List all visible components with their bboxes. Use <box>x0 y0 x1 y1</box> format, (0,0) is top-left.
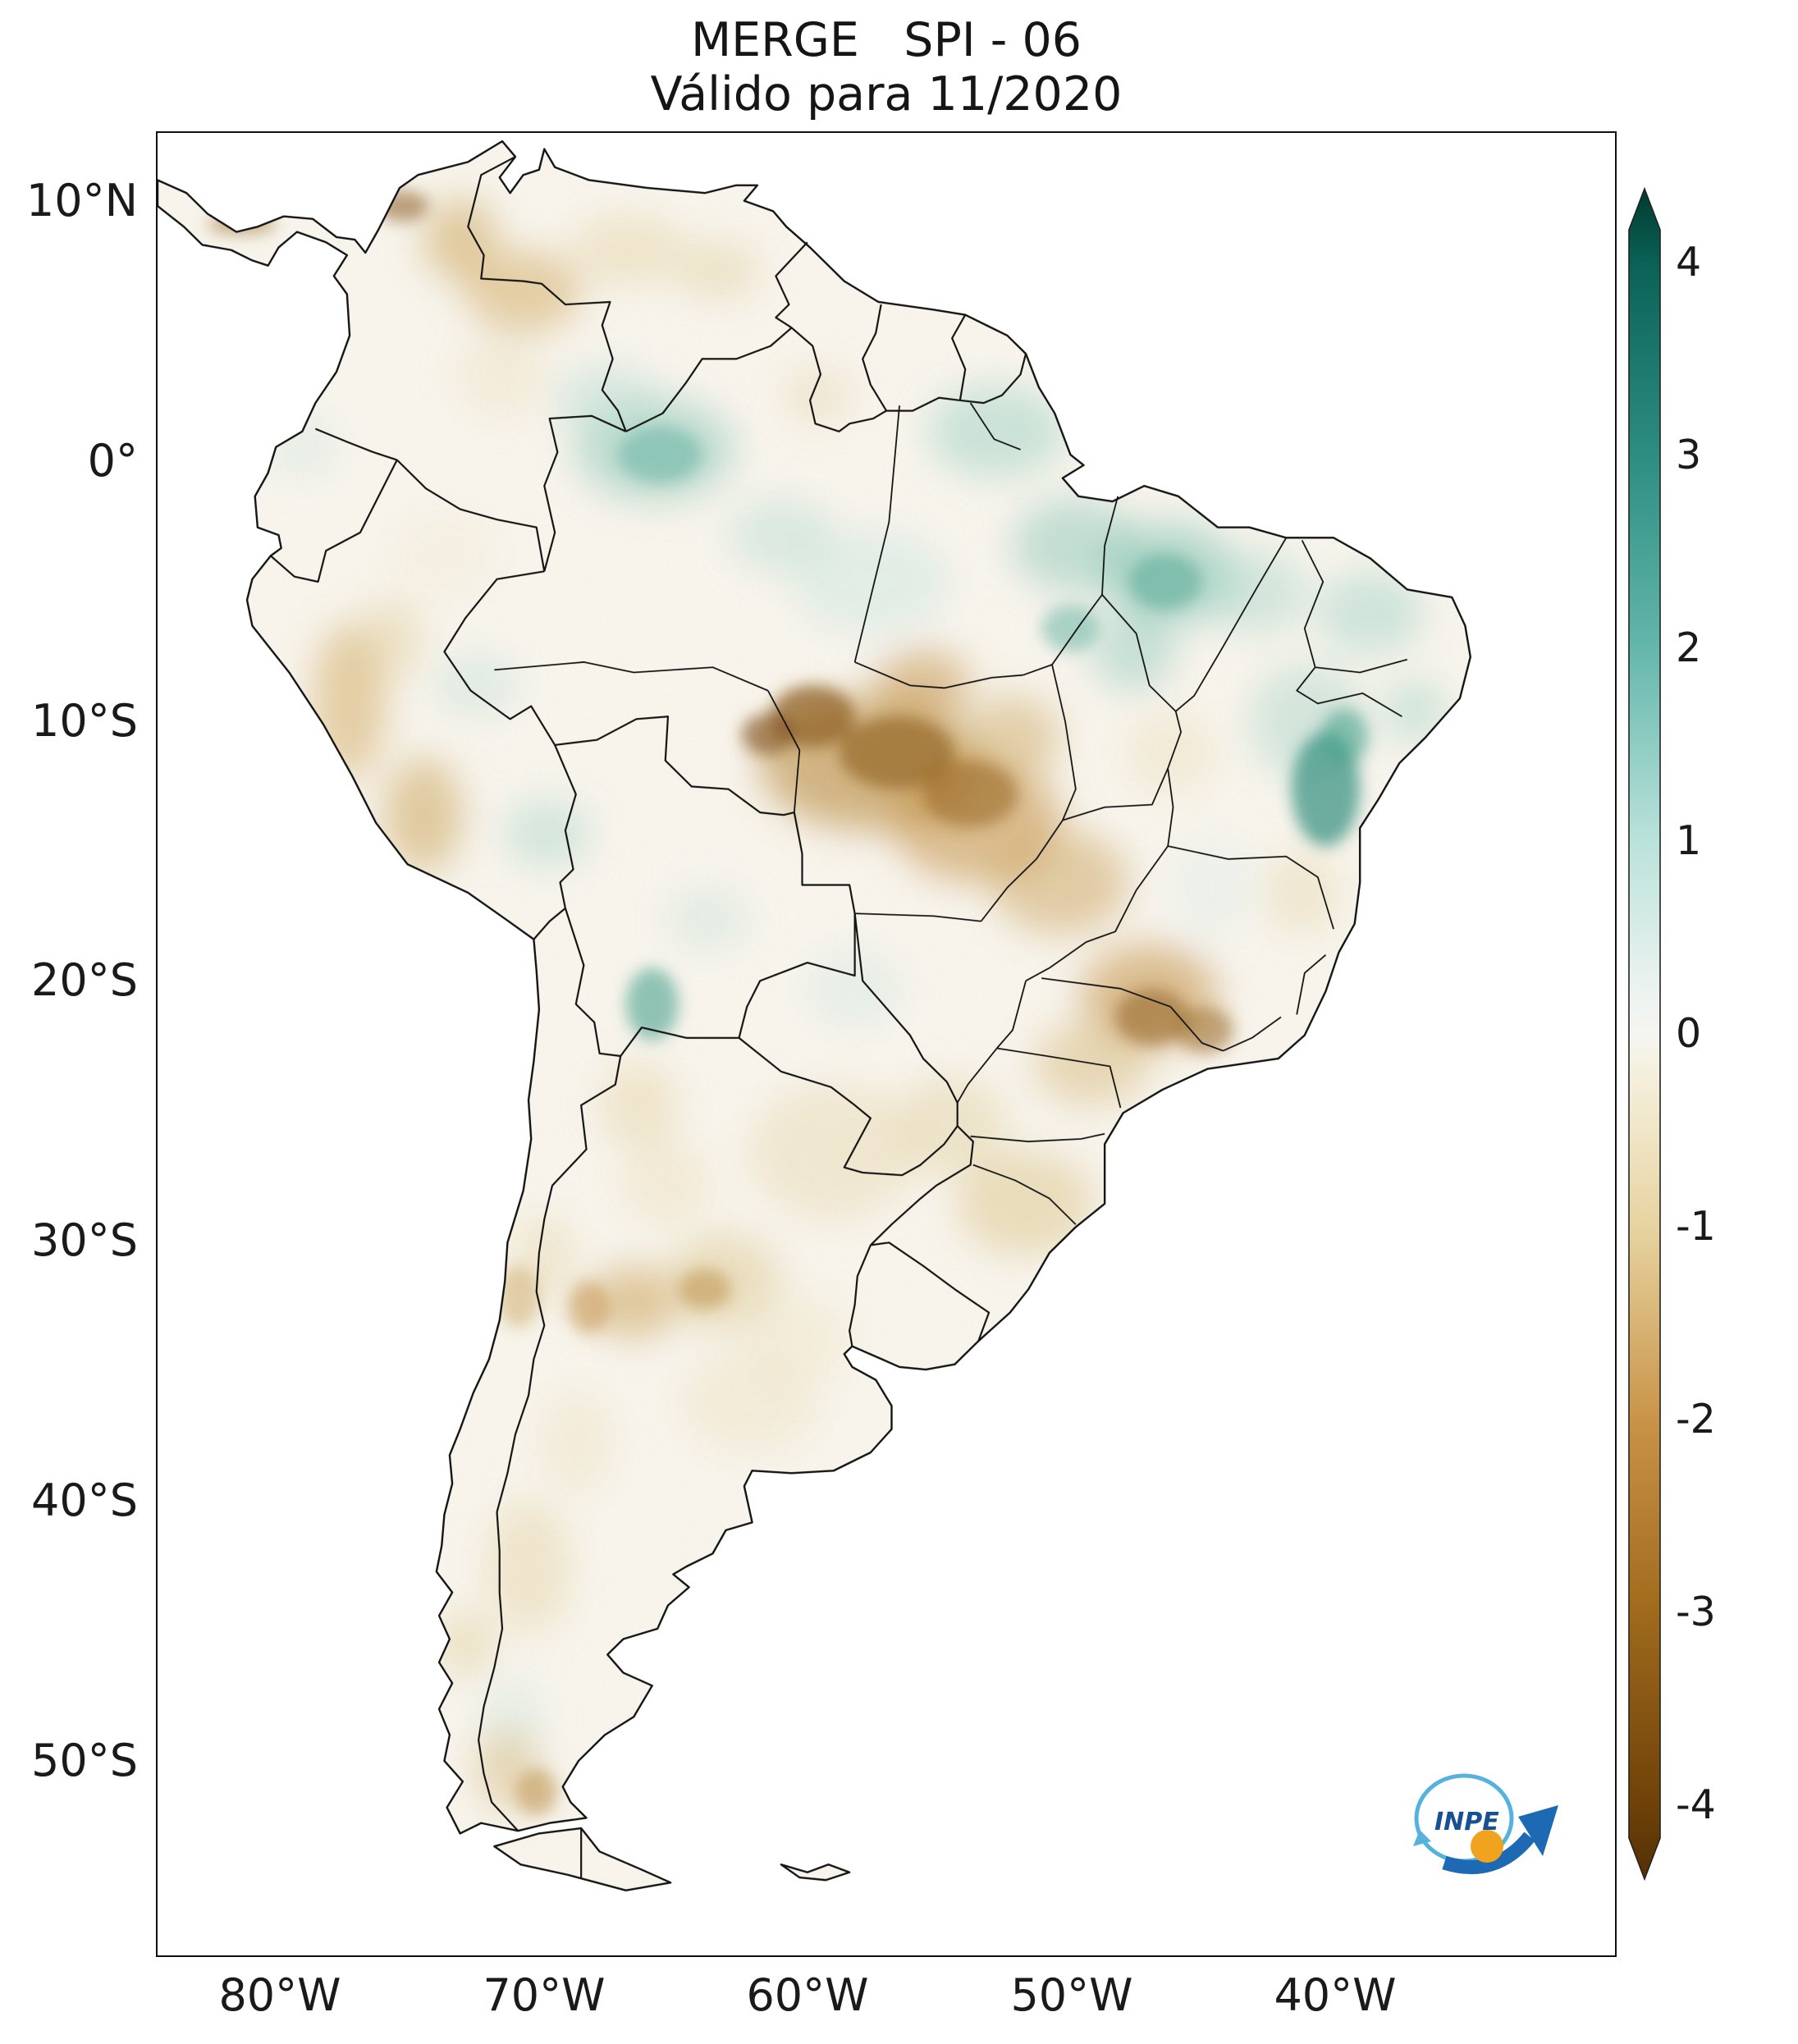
inpe-logo-graphic: INPE <box>1413 1773 1558 1874</box>
country-border <box>959 353 1027 405</box>
chart-title-line2: Válido para 11/2020 <box>650 67 1123 121</box>
state-border <box>1167 711 1182 847</box>
country-border <box>270 460 398 583</box>
logo-orbit-arrowhead-icon <box>1413 1830 1431 1846</box>
country-border <box>870 1241 991 1342</box>
state-border <box>1315 658 1408 674</box>
y-tick-50s: 50°S <box>31 1735 138 1786</box>
state-border <box>1023 594 1103 676</box>
map-plot-area: INPE <box>156 131 1617 1957</box>
country-border <box>478 1055 622 1831</box>
cbar-tick-m1: -1 <box>1676 1203 1716 1250</box>
logo-arrow-tail <box>1442 1831 1535 1874</box>
x-tick-60w: 60°W <box>746 1969 869 2021</box>
x-tick-50w: 50°W <box>1010 1969 1133 2021</box>
state-border <box>1051 664 1077 821</box>
state-border <box>1101 594 1177 712</box>
state-border <box>1167 845 1334 930</box>
cbar-tick-m2: -2 <box>1676 1396 1716 1443</box>
country-border <box>443 570 556 746</box>
country-border <box>396 459 546 572</box>
state-border <box>1301 540 1324 668</box>
logo-arrow-icon <box>1518 1805 1558 1856</box>
state-border <box>996 1047 1122 1109</box>
raster-grain-texture <box>158 141 1471 1891</box>
x-tick-40w: 40°W <box>1274 1969 1397 2021</box>
state-border <box>854 661 1023 689</box>
south-america-map <box>158 139 1471 1891</box>
country-border <box>738 913 856 1039</box>
state-border <box>970 1132 1105 1143</box>
state-border <box>1101 496 1119 595</box>
state-border <box>1175 537 1288 712</box>
cbar-tick-m3: -3 <box>1676 1589 1716 1635</box>
state-border <box>1049 845 1169 969</box>
country-border <box>543 414 627 572</box>
inpe-logo: INPE <box>1397 1748 1573 1886</box>
country-border <box>849 1244 872 1347</box>
country-border <box>554 744 577 909</box>
country-border <box>738 1036 958 1177</box>
coastline <box>780 1863 851 1882</box>
country-border <box>951 314 967 401</box>
state-border <box>972 1164 1077 1225</box>
x-tick-70w: 70°W <box>483 1969 606 2021</box>
y-tick-0: 0° <box>87 435 138 487</box>
cbar-tick-4: 4 <box>1676 239 1702 286</box>
cbar-tick-1: 1 <box>1676 817 1702 864</box>
state-border <box>494 661 769 692</box>
y-tick-30s: 30°S <box>31 1214 138 1266</box>
country-border <box>790 327 887 432</box>
state-border <box>956 1047 998 1104</box>
country-border <box>533 908 566 940</box>
state-border <box>1025 967 1050 982</box>
logo-text: INPE <box>1434 1808 1499 1836</box>
y-tick-20s: 20°S <box>31 954 138 1006</box>
country-border <box>467 156 627 432</box>
country-border <box>620 1027 739 1057</box>
state-border <box>767 690 801 813</box>
country-border <box>564 908 621 1058</box>
country-border <box>314 428 398 461</box>
state-border <box>1062 767 1169 821</box>
cbar-tick-2: 2 <box>1676 624 1702 671</box>
country-border <box>862 304 888 412</box>
coastline <box>493 1827 672 1891</box>
chart-title-line1: MERGE SPI - 06 <box>690 13 1082 67</box>
cbar-tick-3: 3 <box>1676 432 1702 478</box>
country-border <box>625 327 793 432</box>
x-tick-80w: 80°W <box>218 1969 341 2021</box>
state-border <box>1041 977 1224 1052</box>
y-tick-10s: 10°S <box>31 695 138 747</box>
logo-orange-sphere <box>1471 1830 1503 1863</box>
state-border <box>853 405 900 663</box>
y-tick-10n: 10°N <box>25 175 138 226</box>
country-border <box>555 716 856 914</box>
state-border <box>854 912 981 922</box>
y-tick-40s: 40°S <box>31 1475 138 1526</box>
cbar-tick-0: 0 <box>1676 1010 1702 1057</box>
state-border <box>1296 954 1327 1015</box>
state-border <box>996 981 1027 1049</box>
colorbar <box>1628 186 1661 1882</box>
colorbar-gradient <box>1628 186 1661 1882</box>
state-border <box>1296 666 1402 717</box>
coastline <box>158 139 1471 1835</box>
state-border <box>980 820 1064 922</box>
cbar-tick-m4: -4 <box>1676 1781 1716 1828</box>
country-border <box>870 1125 974 1246</box>
state-border <box>969 402 1021 450</box>
state-border <box>1223 1016 1282 1052</box>
country-border <box>775 241 808 329</box>
